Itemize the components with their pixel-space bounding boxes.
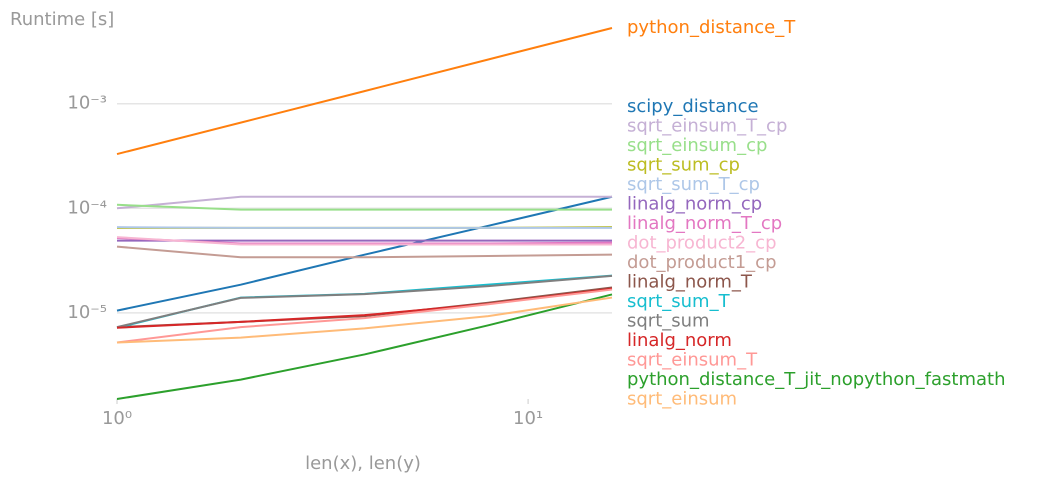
legend-label: sqrt_sum [627, 311, 710, 332]
series-line [116, 195, 612, 210]
series-line [116, 274, 613, 329]
legend-label: scipy_distance [627, 96, 759, 117]
legend-label: sqrt_sum_cp [627, 155, 740, 176]
series-line [116, 236, 612, 246]
series-line [116, 27, 613, 156]
y-tick-label: 10⁻⁵ [67, 302, 107, 323]
series-line [116, 245, 613, 259]
y-axis-label: Runtime [s] [10, 9, 114, 30]
series-line [116, 296, 613, 344]
legend-label: linalg_norm_T [627, 272, 753, 293]
y-tick-label: 10⁻³ [67, 93, 107, 114]
legend-label: sqrt_einsum_cp [627, 135, 767, 156]
x-tick-label: 10⁰ [102, 408, 132, 429]
series-line [116, 274, 613, 329]
legend-label: python_distance_T [627, 17, 796, 38]
legend-label: sqrt_einsum [627, 389, 737, 410]
series-line [116, 226, 612, 229]
series-line [116, 195, 613, 312]
legend-label: sqrt_sum_T [627, 291, 731, 312]
legend-label: dot_product2_cp [627, 233, 777, 254]
legend-label: sqrt_einsum_T [627, 350, 758, 371]
x-tick-label: 10¹ [513, 408, 543, 429]
y-tick-label: 10⁻⁴ [67, 197, 107, 218]
legend-label: linalg_norm_cp [627, 194, 762, 215]
legend-label: linalg_norm_T_cp [627, 213, 782, 234]
series-line [116, 288, 613, 344]
x-axis-label: len(x), len(y) [305, 453, 421, 474]
series-line [116, 293, 613, 400]
series-line [116, 203, 612, 211]
legend-label: dot_product1_cp [627, 252, 777, 273]
legend-label: linalg_norm [627, 330, 732, 351]
legend-label: python_distance_T_jit_nopython_fastmath [627, 369, 1006, 390]
legend-label: sqrt_sum_T_cp [627, 174, 760, 195]
legend-label: sqrt_einsum_T_cp [627, 116, 787, 137]
